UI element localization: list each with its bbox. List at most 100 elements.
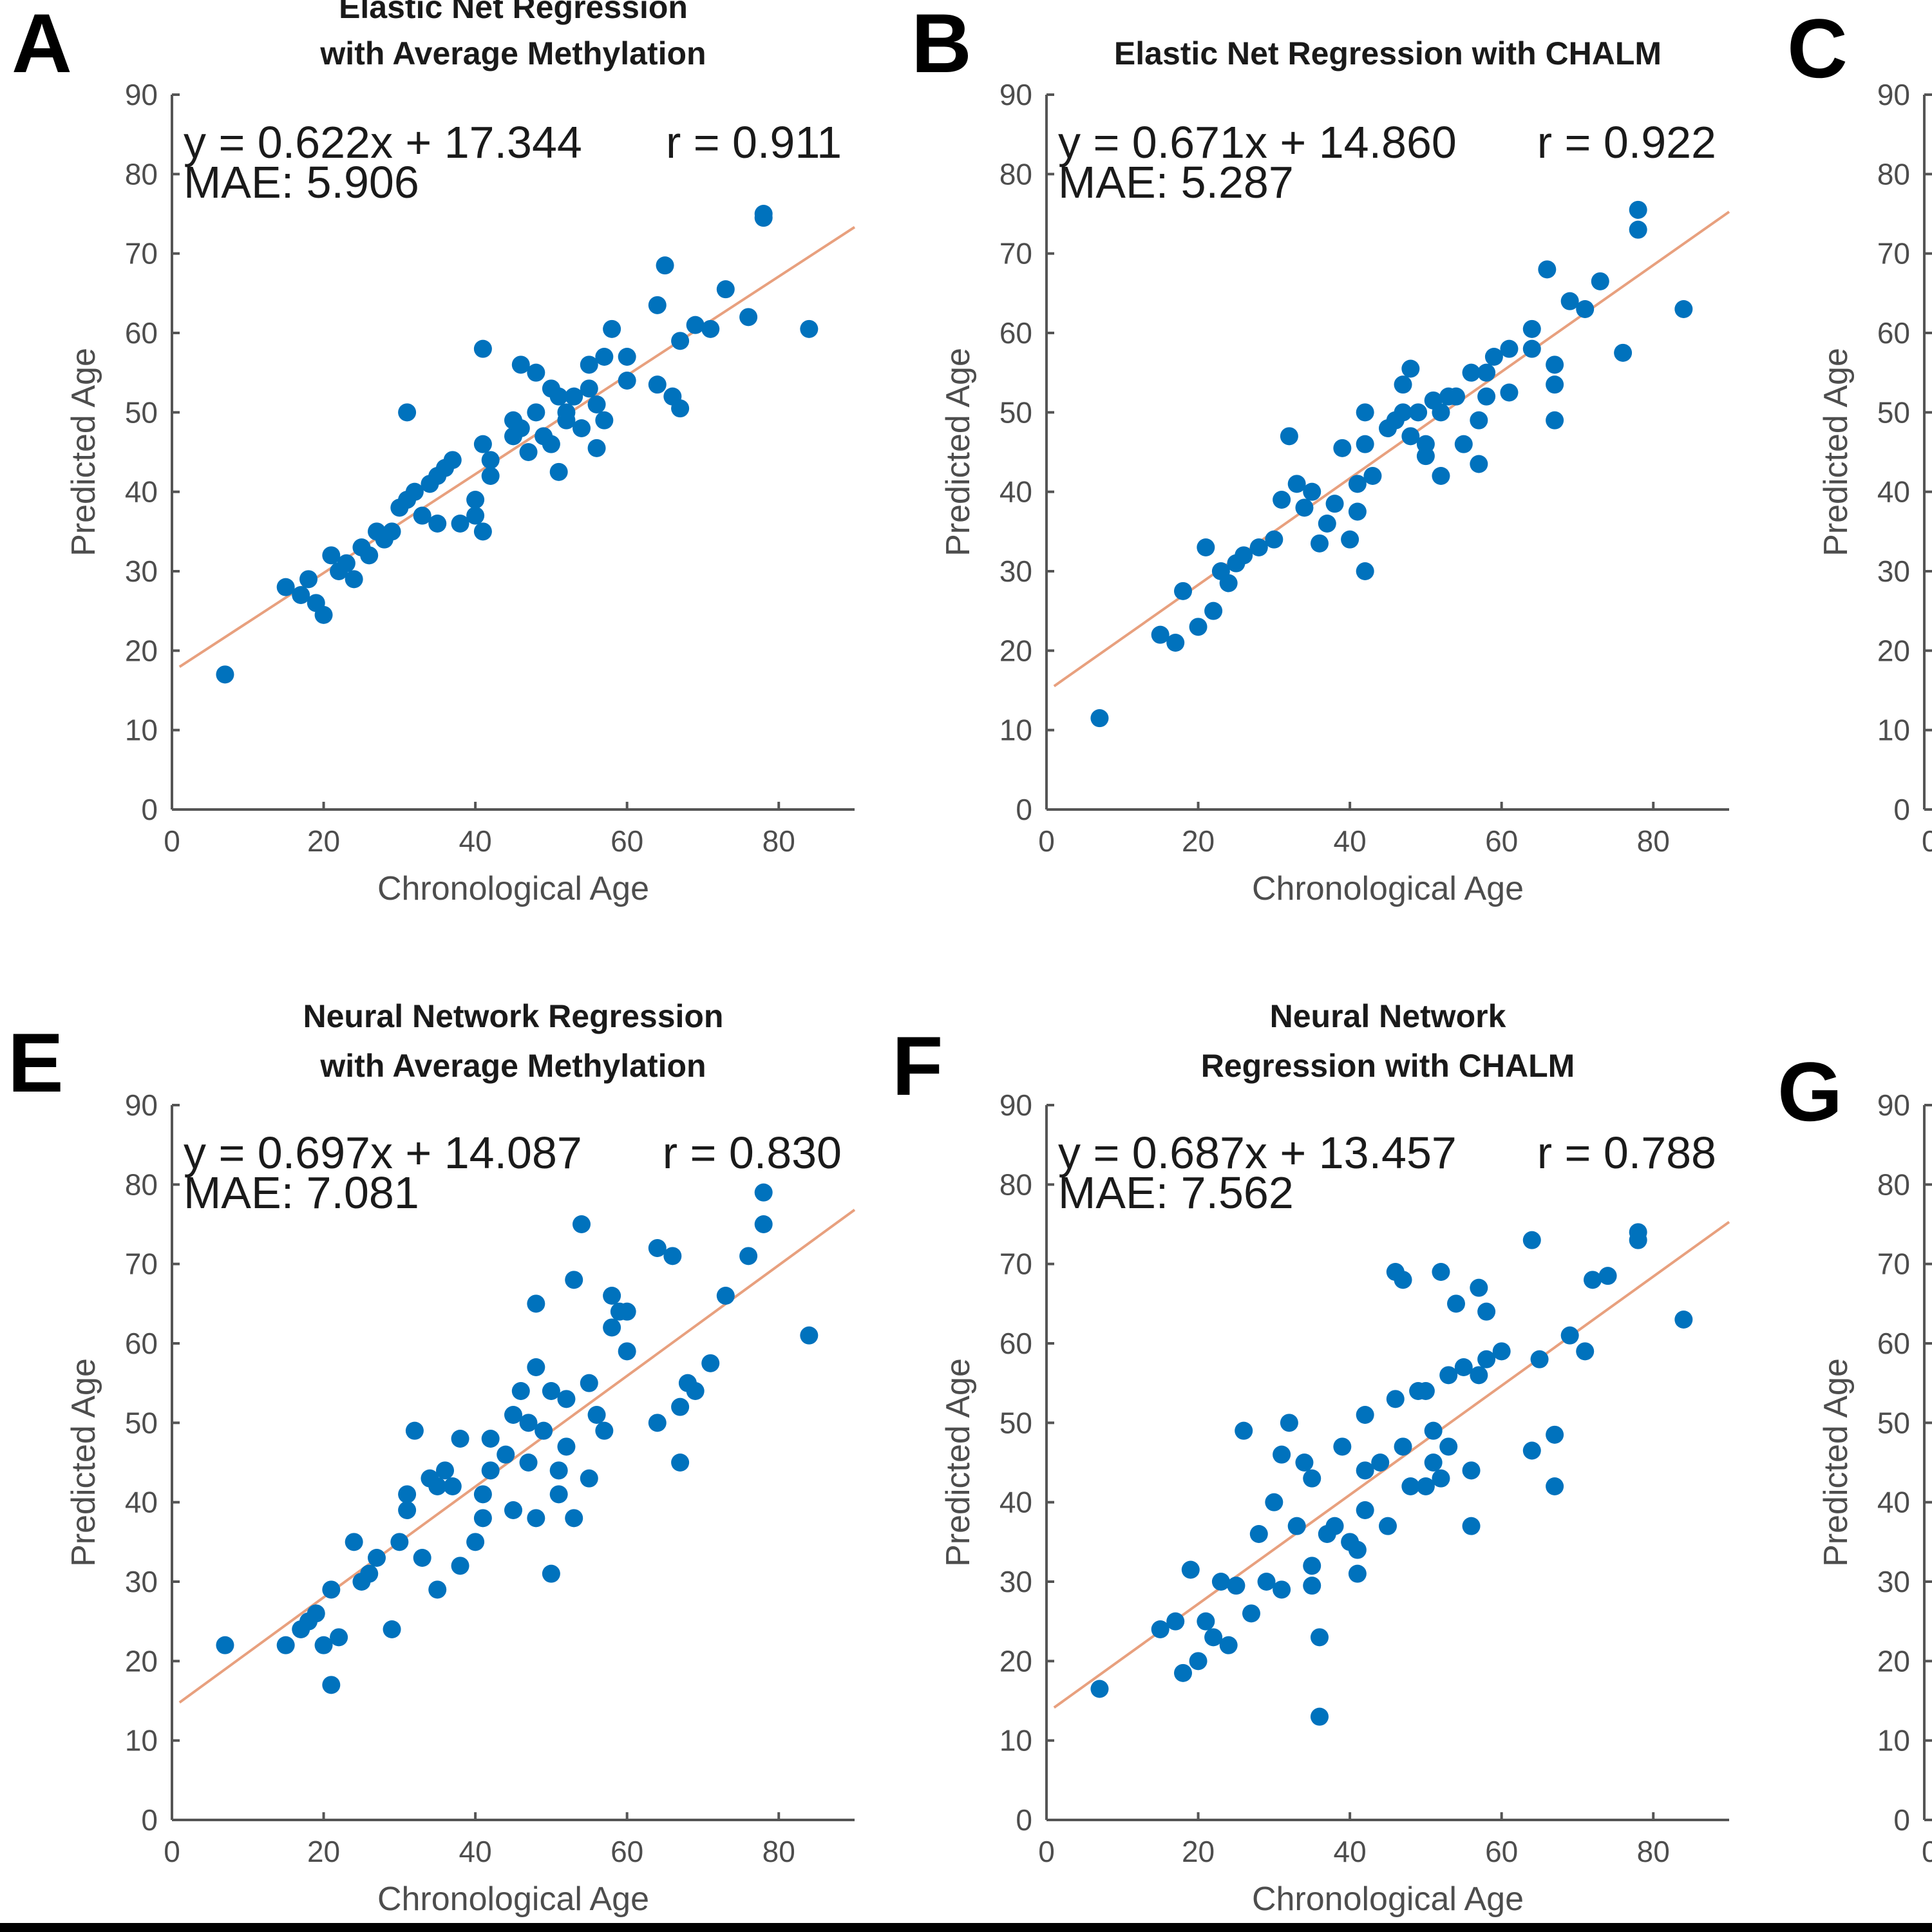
data-point (1356, 562, 1374, 580)
data-point (1598, 1267, 1617, 1285)
y-tick-label: 20 (125, 1644, 158, 1678)
x-tick-label: 0 (1922, 824, 1932, 858)
data-point (473, 522, 492, 541)
data-point (1394, 1437, 1412, 1456)
x-tick-label: 20 (1182, 824, 1215, 858)
y-tick-label: 60 (1877, 316, 1910, 350)
y-axis-label: Predicted Age (65, 348, 102, 556)
data-point (1432, 1263, 1450, 1281)
data-point (330, 1628, 348, 1647)
y-tick-label: 20 (1877, 1644, 1910, 1678)
data-point (1416, 447, 1435, 466)
data-point (1394, 375, 1412, 394)
y-tick-label: 20 (125, 634, 158, 667)
data-point (549, 387, 568, 406)
data-point (1546, 1425, 1564, 1444)
y-tick-label: 80 (1877, 1168, 1910, 1201)
data-point (1174, 582, 1192, 600)
data-point (686, 1382, 705, 1400)
data-point (565, 1509, 583, 1528)
chart-title: with Average Methylation (319, 1048, 706, 1084)
y-tick-label: 90 (125, 78, 158, 111)
data-point (1470, 455, 1488, 473)
data-point (1295, 498, 1314, 517)
data-point (1325, 495, 1344, 513)
data-point (299, 570, 317, 589)
data-point (1219, 574, 1238, 592)
data-point (1363, 467, 1382, 485)
data-point (307, 1604, 325, 1623)
x-tick-label: 20 (307, 824, 340, 858)
data-point (466, 1533, 485, 1551)
data-point (1356, 435, 1374, 453)
data-point (1522, 319, 1541, 338)
x-tick-label: 80 (762, 1835, 795, 1868)
data-points (216, 1183, 819, 1694)
data-point (1273, 491, 1291, 509)
data-point (398, 1485, 417, 1504)
data-point (1204, 1628, 1223, 1647)
y-tick-label: 90 (1877, 78, 1910, 111)
x-tick-label: 0 (1038, 1835, 1055, 1868)
y-tick-label: 10 (999, 714, 1032, 747)
data-point (557, 1437, 576, 1456)
data-point (1189, 618, 1208, 636)
data-point (1462, 1461, 1481, 1480)
data-point (504, 1406, 522, 1424)
y-tick-label: 90 (125, 1088, 158, 1122)
x-axis-label: Chronological Age (377, 1880, 649, 1918)
y-tick-label: 70 (999, 237, 1032, 270)
data-point (1439, 1366, 1458, 1385)
data-point (595, 411, 614, 430)
y-tick-label: 40 (999, 1486, 1032, 1519)
data-point (1401, 427, 1420, 446)
data-point (557, 403, 576, 422)
data-point (216, 1636, 234, 1654)
data-point (1303, 482, 1321, 501)
data-point (451, 515, 469, 533)
scatter-panels: A Elastic Net Regression with Average Meth… (8, 0, 1730, 1918)
data-point (1522, 1231, 1541, 1249)
y-tick-label: 50 (1877, 395, 1910, 429)
y-axis-label: Predicted Age (65, 1358, 102, 1567)
data-point (1454, 435, 1473, 453)
data-point (473, 1485, 492, 1504)
data-point (466, 491, 485, 509)
data-point (1166, 634, 1185, 652)
chart-title: Neural Network Regression (303, 998, 724, 1034)
x-tick-label: 20 (1182, 1835, 1215, 1868)
data-point (1462, 1517, 1481, 1535)
data-point (739, 308, 758, 327)
data-point (1197, 1612, 1215, 1631)
data-point (1401, 1477, 1420, 1495)
y-tick-label: 60 (1877, 1327, 1910, 1360)
y-tick-label: 20 (1877, 634, 1910, 667)
data-point (345, 1533, 363, 1551)
data-point (716, 280, 735, 299)
data-point (1303, 1577, 1321, 1595)
data-point (1394, 403, 1412, 422)
data-point (1500, 383, 1519, 402)
data-point (1273, 1445, 1291, 1464)
data-point (1432, 1469, 1450, 1488)
data-point (481, 451, 500, 469)
data-point (671, 1397, 690, 1416)
y-tick-label: 30 (999, 1565, 1032, 1598)
data-point (648, 1414, 667, 1432)
data-point (1546, 411, 1564, 430)
data-point (1629, 1231, 1647, 1249)
data-point (1249, 538, 1268, 556)
data-point (603, 319, 621, 338)
y-axis-label: Predicted Age (1817, 348, 1855, 556)
data-point (549, 1485, 568, 1504)
data-point (1614, 343, 1633, 362)
data-point (481, 1461, 500, 1480)
data-point (436, 1461, 454, 1480)
data-point (587, 1406, 606, 1424)
mae-value: MAE: 5.287 (1058, 157, 1294, 207)
data-point (511, 1382, 530, 1400)
data-point (1416, 1382, 1435, 1400)
data-point (473, 435, 492, 453)
panel-letter: A (12, 0, 72, 90)
data-point (549, 1461, 568, 1480)
